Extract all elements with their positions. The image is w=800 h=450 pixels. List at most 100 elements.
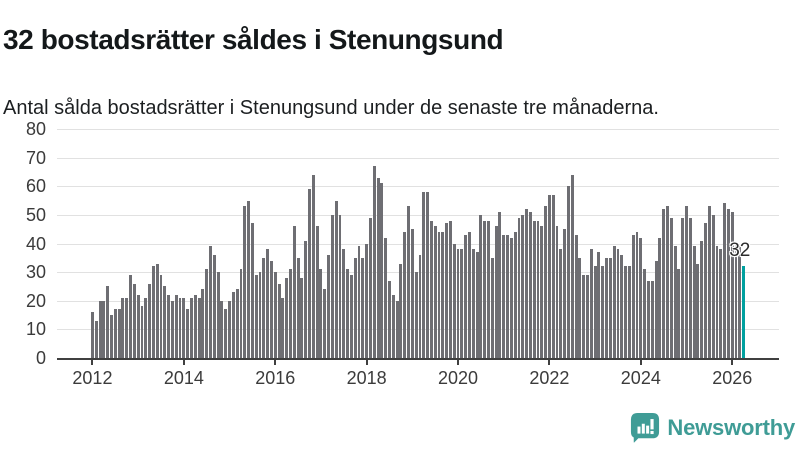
bar [247,200,251,358]
bar [212,254,216,358]
newsworthy-logo-icon [630,412,660,443]
bar [692,246,696,358]
bar [384,237,388,358]
bar [441,232,445,358]
brand-name: Newsworthy [667,414,795,440]
bar [266,249,270,358]
bar [353,257,357,358]
x-tick-mark [639,360,642,365]
bar [327,254,330,358]
y-tick-label: 50 [25,204,46,225]
gridline [57,243,779,245]
y-tick-label: 0 [35,348,46,368]
x-axis-line [57,358,779,360]
bar [186,309,190,358]
y-tick-label: 80 [25,119,46,139]
bar [437,232,441,358]
x-tick-label: 2012 [72,368,113,388]
bar [726,209,730,358]
bar [544,206,548,358]
bar [167,295,171,358]
page-title: 32 bostadsrätter såldes i Stenungsund [3,23,504,55]
bar [407,206,410,358]
bar [216,272,220,358]
bar [567,186,570,358]
bar [110,315,113,358]
bar [601,266,605,358]
bar [368,217,372,358]
bar [445,223,449,358]
bar [308,189,311,358]
bar [395,300,399,358]
bar [388,280,391,358]
bar [254,274,258,358]
bar [281,297,285,358]
bar [521,214,525,358]
bar [224,309,228,358]
bar [330,214,334,358]
bar [399,263,403,358]
bar [605,257,608,358]
bar [673,246,677,358]
bar [631,234,635,358]
bar [380,183,384,358]
bar [452,243,456,358]
bar [231,292,235,358]
bar [426,191,430,358]
bar [136,295,140,358]
bar [700,240,704,358]
bar [190,297,193,358]
bar [715,246,719,358]
bar [738,246,742,358]
bar [502,234,506,358]
x-tick-mark [274,360,277,365]
bar [624,266,628,358]
x-tick-mark [91,360,94,365]
bar [209,246,212,358]
bar [456,249,460,358]
bar [349,274,353,358]
bar [574,234,578,358]
bar [460,249,464,358]
bar [429,220,433,358]
bar [586,274,589,358]
bar [258,272,262,358]
bar [620,254,624,358]
bar [646,280,650,358]
bar [730,212,734,358]
bar [163,286,167,358]
bar [159,274,163,358]
bar [376,177,380,358]
y-tick-label: 40 [25,233,46,254]
brand-footer[interactable]: Newsworthy [630,412,795,443]
bar [711,214,715,358]
bar [357,246,361,358]
bar [182,297,186,358]
bar [666,206,669,358]
bar [597,252,601,358]
bar [391,295,395,358]
bar [551,194,555,358]
bar [532,220,536,358]
bar [464,234,468,358]
bar [608,257,612,358]
chart-subtitle: Antal sålda bostadsrätter i Stenungsund … [3,97,659,119]
bar [311,174,315,358]
bar [418,254,422,358]
bar [296,257,300,358]
bar [593,266,597,358]
bar [582,274,586,358]
bar [490,257,494,358]
bar [517,217,521,358]
bar [677,269,681,358]
gridline [57,329,779,331]
bar [719,249,723,358]
bar [106,286,110,358]
bar [315,226,319,358]
bar [540,226,544,358]
bar [643,269,647,358]
x-tick-label: 2024 [620,368,661,388]
x-tick-label: 2022 [529,368,570,388]
bar [304,240,308,358]
gridline [57,272,779,274]
